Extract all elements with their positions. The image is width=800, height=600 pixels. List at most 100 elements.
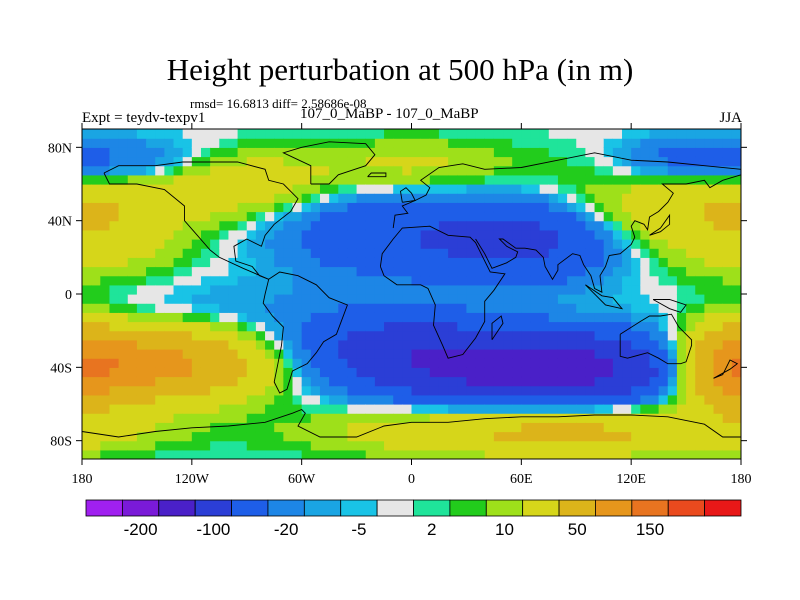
heatmap-cell	[731, 129, 741, 139]
heatmap-cell	[164, 266, 175, 277]
heatmap-cell	[649, 165, 660, 176]
heatmap-cell	[173, 129, 184, 139]
heatmap-cell	[210, 229, 220, 240]
heatmap-cell	[576, 257, 587, 268]
heatmap-cell	[567, 202, 577, 213]
heatmap-cell	[347, 156, 358, 167]
heatmap-cell	[585, 248, 596, 258]
heatmap-cell	[539, 248, 550, 258]
heatmap-cell	[484, 321, 495, 332]
heatmap-cell	[200, 156, 211, 167]
heatmap-cell	[173, 239, 184, 249]
heatmap-cell	[219, 129, 230, 139]
heatmap-cell	[576, 147, 587, 158]
heatmap-cell	[448, 431, 458, 442]
heatmap-cell	[631, 294, 641, 304]
heatmap-cell	[118, 248, 129, 258]
heatmap-cell	[731, 211, 741, 222]
heatmap-cell	[402, 156, 413, 167]
heatmap-cell	[283, 220, 294, 231]
heatmap-cell	[731, 339, 741, 350]
heatmap-cell	[246, 312, 257, 323]
heatmap-cell	[484, 257, 495, 268]
heatmap-cell	[301, 404, 312, 414]
heatmap-cell	[393, 413, 403, 423]
heatmap-cell	[713, 303, 724, 313]
heatmap-cell	[429, 367, 440, 378]
heatmap-cell	[329, 275, 339, 286]
heatmap-cell	[100, 376, 111, 387]
heatmap-cell	[457, 284, 468, 295]
coastline	[400, 187, 416, 203]
heatmap-cell	[356, 440, 367, 451]
heatmap-cell	[319, 330, 330, 341]
colorbar-swatch	[667, 499, 706, 517]
heatmap-cell	[686, 220, 696, 231]
heatmap-cell	[91, 394, 101, 405]
heatmap-cell	[283, 367, 294, 378]
heatmap-cell	[622, 385, 632, 396]
heatmap-cell	[136, 266, 147, 277]
heatmap-cell	[722, 321, 733, 332]
heatmap-cell	[612, 193, 623, 203]
heatmap-cell	[210, 156, 220, 167]
heatmap-cell	[649, 193, 660, 203]
heatmap-cell	[667, 156, 678, 167]
heatmap-cell	[676, 394, 687, 405]
coastline	[619, 313, 693, 365]
heatmap-cell	[686, 431, 696, 442]
heatmap-cell	[301, 367, 312, 378]
heatmap-cell	[164, 349, 175, 359]
heatmap-cell	[310, 284, 321, 295]
heatmap-cell	[411, 312, 422, 323]
heatmap-cell	[484, 174, 495, 185]
heatmap-cell	[173, 165, 184, 176]
heatmap-cell	[466, 312, 477, 323]
heatmap-cell	[200, 257, 211, 268]
heatmap-cell	[91, 312, 101, 323]
heatmap-cell	[347, 257, 358, 268]
heatmap-cell	[182, 404, 193, 414]
heatmap-cell	[402, 229, 413, 240]
heatmap-cell	[265, 367, 275, 378]
heatmap-cell	[548, 220, 559, 231]
heatmap-cell	[713, 147, 724, 158]
heatmap-cell	[622, 349, 632, 359]
heatmap-cell	[475, 385, 486, 396]
heatmap-cell	[384, 129, 394, 139]
heatmap-cell	[667, 404, 678, 414]
heatmap-cell	[438, 211, 449, 222]
heatmap-cell	[594, 193, 605, 203]
heatmap-cell	[310, 358, 321, 368]
heatmap-cell	[576, 156, 587, 167]
heatmap-cell	[237, 413, 248, 423]
heatmap-cell	[731, 202, 741, 213]
heatmap-cell	[484, 202, 495, 213]
heatmap-cell	[722, 239, 733, 249]
heatmap-cell	[210, 138, 220, 148]
heatmap-cell	[567, 294, 577, 304]
heatmap-cell	[493, 358, 504, 368]
heatmap-cell	[127, 174, 138, 185]
heatmap-cell	[640, 321, 651, 332]
heatmap-cell	[585, 239, 596, 249]
heatmap-cell	[640, 449, 651, 459]
heatmap-cell	[200, 339, 211, 350]
heatmap-cell	[512, 229, 522, 240]
heatmap-cell	[146, 440, 156, 451]
heatmap-cell	[384, 312, 394, 323]
heatmap-cell	[200, 211, 211, 222]
heatmap-cell	[301, 312, 312, 323]
heatmap-cell	[585, 129, 596, 139]
heatmap-cell	[365, 449, 376, 459]
colorbar-swatch	[231, 499, 269, 517]
heatmap-cell	[210, 422, 220, 433]
heatmap-cell	[228, 358, 239, 368]
heatmap-cell	[265, 376, 275, 387]
heatmap-cell	[210, 339, 220, 350]
heatmap-cell	[292, 385, 303, 396]
heatmap-cell	[82, 394, 92, 405]
heatmap-cell	[521, 358, 532, 368]
heatmap-cell	[438, 184, 449, 194]
heatmap-cell	[200, 321, 211, 332]
